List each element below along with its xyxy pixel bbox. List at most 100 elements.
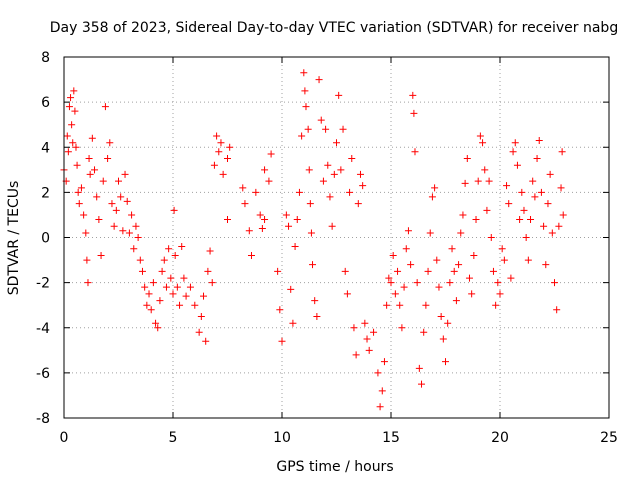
data-point-marker <box>337 166 345 174</box>
data-point-marker <box>200 292 208 300</box>
data-point-marker <box>413 279 421 287</box>
data-point-marker <box>509 148 517 156</box>
data-point-marker <box>496 290 504 298</box>
data-point-marker <box>322 125 330 133</box>
data-point-marker <box>389 252 397 260</box>
data-point-marker <box>202 337 210 345</box>
data-point-marker <box>487 234 495 241</box>
data-point-marker <box>274 267 282 275</box>
data-point-marker <box>380 358 388 366</box>
data-point-marker <box>450 267 458 275</box>
data-point-marker <box>176 301 184 309</box>
data-point-marker <box>385 274 393 282</box>
chart-title: Day 358 of 2023, Sidereal Day-to-day VTE… <box>50 20 618 36</box>
data-point-marker <box>472 215 480 223</box>
data-point-marker <box>507 274 515 282</box>
data-point-marker <box>158 267 166 275</box>
data-point-marker <box>261 215 269 223</box>
data-point-marker <box>239 184 247 192</box>
data-point-marker <box>71 107 79 115</box>
data-point-marker <box>72 143 80 151</box>
data-point-marker <box>444 319 452 327</box>
data-point-marker <box>311 297 319 305</box>
data-point-marker <box>461 179 469 187</box>
data-point-marker <box>110 222 118 230</box>
data-point-marker <box>446 279 454 287</box>
data-point-marker <box>77 184 85 192</box>
data-point-marker <box>319 177 327 185</box>
data-point-marker <box>80 211 88 219</box>
data-point-marker <box>67 94 75 102</box>
data-point-marker <box>287 285 295 293</box>
data-point-marker <box>265 177 273 185</box>
data-point-marker <box>391 290 399 298</box>
data-point-marker <box>437 312 445 320</box>
data-point-marker <box>505 200 513 208</box>
data-point-marker <box>73 161 81 169</box>
data-point-marker <box>457 229 465 237</box>
data-point-marker <box>75 200 83 208</box>
data-point-marker <box>178 243 186 251</box>
data-point-marker <box>343 290 351 298</box>
data-point-marker <box>291 243 299 251</box>
x-tick-label: 20 <box>491 430 509 446</box>
x-tick-label: 5 <box>169 430 178 446</box>
data-point-marker <box>68 121 76 129</box>
data-point-marker <box>522 234 530 241</box>
x-tick-label: 15 <box>382 430 400 446</box>
y-tick-label: -2 <box>36 276 50 292</box>
data-point-marker <box>361 319 369 327</box>
x-axis-label: GPS time / hours <box>276 459 393 475</box>
data-point-marker <box>352 351 360 359</box>
data-point-marker <box>226 143 234 151</box>
data-point-marker <box>524 256 532 264</box>
data-point-marker <box>182 292 190 300</box>
data-point-marker <box>191 301 199 309</box>
data-point-marker <box>511 139 519 147</box>
data-point-marker <box>282 211 290 219</box>
data-point-marker <box>70 87 78 95</box>
data-point-marker <box>301 87 309 95</box>
data-point-marker <box>74 188 82 196</box>
data-point-marker <box>315 76 323 84</box>
data-point-marker <box>365 346 373 354</box>
x-tick-labels: 0 5 10 15 20 25 <box>60 430 618 446</box>
data-point-marker <box>492 301 500 309</box>
data-point-marker <box>64 148 72 156</box>
data-point-marker <box>313 312 321 320</box>
data-point-marker <box>160 256 168 264</box>
data-point-marker <box>289 319 297 327</box>
data-point-marker <box>407 261 415 269</box>
data-point-marker <box>537 188 545 196</box>
data-point-marker <box>341 267 349 275</box>
data-point-marker <box>324 161 332 169</box>
data-point-marker <box>374 369 382 377</box>
data-point-marker <box>162 283 170 291</box>
data-point-marker <box>409 91 417 99</box>
data-point-marker <box>128 211 136 219</box>
data-point-marker <box>147 306 155 314</box>
data-point-marker <box>112 206 120 214</box>
data-point-marker <box>350 324 358 332</box>
data-point-marker <box>404 227 412 235</box>
data-point-marker <box>210 161 218 169</box>
data-point-marker <box>245 227 253 235</box>
data-point-marker <box>84 279 92 287</box>
data-point-marker <box>145 290 153 298</box>
data-point-marker <box>298 132 306 140</box>
data-point-marker <box>165 245 173 253</box>
data-point-marker <box>125 229 133 237</box>
data-point-marker <box>167 274 175 282</box>
x-tick-label: 25 <box>600 430 618 446</box>
data-point-marker <box>410 109 418 117</box>
data-point-marker <box>88 134 96 142</box>
data-point-marker <box>433 256 441 264</box>
data-point-marker <box>219 170 227 178</box>
data-point-marker <box>503 182 511 190</box>
data-point-marker <box>93 193 101 201</box>
data-point-marker <box>295 188 303 196</box>
y-tick-labels: -8 -6 -4 -2 0 2 4 6 8 <box>36 50 50 427</box>
data-point-marker <box>306 200 314 208</box>
data-point-marker <box>215 148 223 156</box>
